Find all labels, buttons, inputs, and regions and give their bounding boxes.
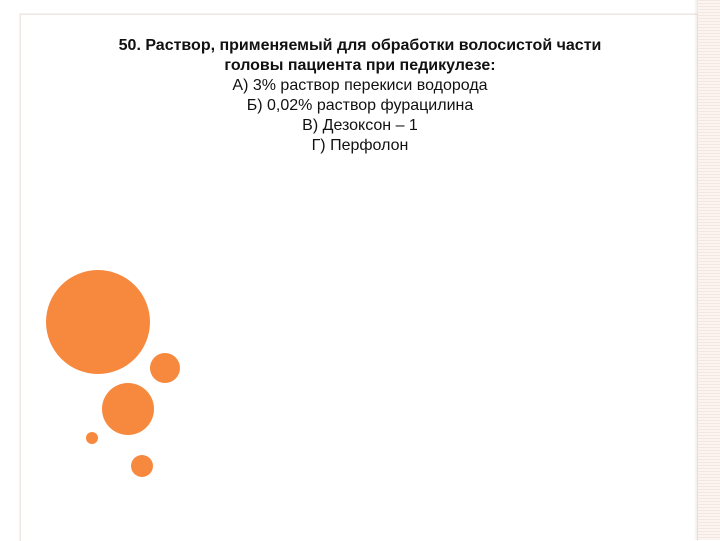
page-edge-shadow: [694, 0, 698, 540]
decorative-circle-tiny: [86, 432, 98, 444]
page-edge-stripes: [698, 0, 720, 540]
answer-option-c: В) Дезоксон – 1: [302, 117, 418, 134]
decorative-circle-large: [46, 270, 150, 374]
question-title-line-1: 50. Раствор, применяемый для обработки в…: [118, 37, 602, 54]
question-title-line-2: головы пациента при педикулезе:: [224, 57, 496, 74]
decorative-circle-small-bottom: [131, 455, 153, 477]
answer-option-a: А) 3% раствор перекиси водорода: [232, 77, 488, 94]
slide-frame: [20, 14, 697, 541]
answer-option-d: Г) Перфолон: [311, 137, 409, 154]
answer-option-b: Б) 0,02% раствор фурацилина: [246, 97, 474, 114]
question-block: 50. Раствор, применяемый для обработки в…: [60, 36, 660, 156]
decorative-circle-medium: [102, 383, 154, 435]
decorative-circle-small: [150, 353, 180, 383]
